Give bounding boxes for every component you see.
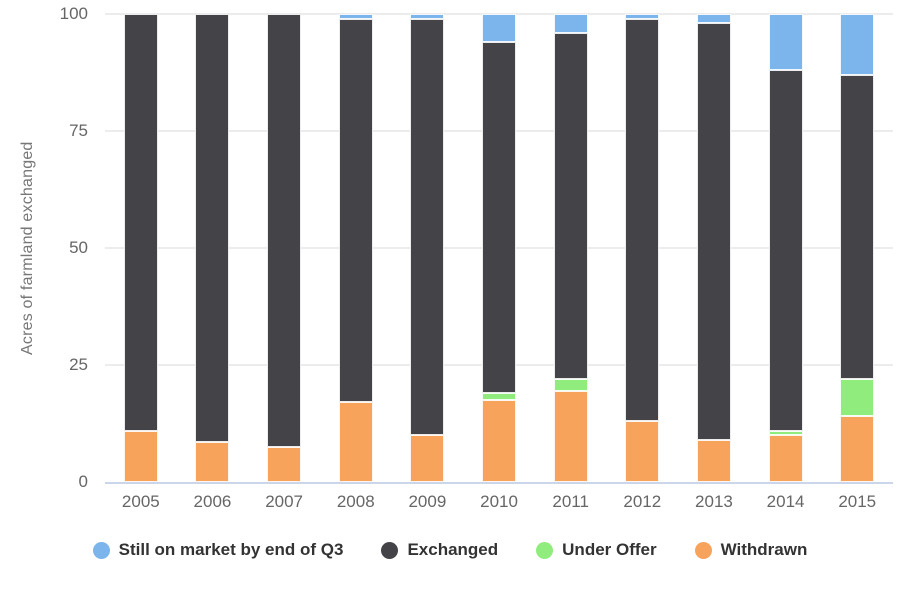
bar-segment-exchanged[interactable] xyxy=(410,18,445,436)
bar-segment-under-offer[interactable] xyxy=(768,430,803,436)
bar-segment-withdrawn[interactable] xyxy=(625,421,660,482)
bar-2008 xyxy=(338,14,373,482)
bar-segment-still-on-market-by-end-of-q3[interactable] xyxy=(625,14,660,19)
bar-column-2008 xyxy=(320,14,392,482)
bar-segment-withdrawn[interactable] xyxy=(123,430,158,482)
bar-segment-under-offer[interactable] xyxy=(553,379,588,391)
bar-2013 xyxy=(696,14,731,482)
bar-segment-still-on-market-by-end-of-q3[interactable] xyxy=(338,14,373,19)
x-tick-label-2005: 2005 xyxy=(121,492,160,511)
bar-segment-exchanged[interactable] xyxy=(840,74,875,380)
bar-2006 xyxy=(195,14,230,482)
bar-segment-exchanged[interactable] xyxy=(768,70,803,431)
bar-segment-still-on-market-by-end-of-q3[interactable] xyxy=(840,14,875,75)
bar-segment-exchanged[interactable] xyxy=(123,14,158,431)
bar-segment-withdrawn[interactable] xyxy=(482,400,517,482)
bar-column-2012 xyxy=(606,14,678,482)
x-tick-label-2015: 2015 xyxy=(838,492,877,511)
bars-container xyxy=(105,14,893,482)
x-tick-label-2008: 2008 xyxy=(336,492,375,511)
bar-segment-withdrawn[interactable] xyxy=(696,439,731,482)
bar-segment-withdrawn[interactable] xyxy=(840,416,875,482)
bar-segment-withdrawn[interactable] xyxy=(768,435,803,482)
bar-segment-withdrawn[interactable] xyxy=(410,435,445,482)
bar-segment-withdrawn[interactable] xyxy=(553,390,588,482)
bar-column-2005 xyxy=(105,14,177,482)
legend-item-withdrawn[interactable]: Withdrawn xyxy=(694,540,808,560)
bar-segment-withdrawn[interactable] xyxy=(338,402,373,482)
legend-marker-withdrawn-icon xyxy=(694,541,712,559)
y-tick-label-0: 0 xyxy=(78,472,88,491)
bar-segment-withdrawn[interactable] xyxy=(267,446,302,482)
y-tick-label-25: 25 xyxy=(69,355,88,374)
bar-segment-exchanged[interactable] xyxy=(195,14,230,443)
bar-segment-exchanged[interactable] xyxy=(696,23,731,440)
legend-marker-under-offer-icon xyxy=(536,541,554,559)
x-tick-label-2009: 2009 xyxy=(408,492,447,511)
x-tick-label-2006: 2006 xyxy=(193,492,232,511)
bar-column-2009 xyxy=(392,14,464,482)
bar-segment-still-on-market-by-end-of-q3[interactable] xyxy=(768,14,803,71)
bar-2012 xyxy=(625,14,660,482)
gridline-100 xyxy=(105,13,893,15)
y-tick-label-50: 50 xyxy=(69,238,88,257)
bar-column-2006 xyxy=(177,14,249,482)
bar-column-2015 xyxy=(821,14,893,482)
legend-item-exchanged[interactable]: Exchanged xyxy=(381,540,498,560)
bar-segment-still-on-market-by-end-of-q3[interactable] xyxy=(696,14,731,24)
plot-area xyxy=(105,13,893,484)
legend-item-under-offer[interactable]: Under Offer xyxy=(536,540,657,560)
x-tick-label-2013: 2013 xyxy=(695,492,733,511)
bar-2011 xyxy=(553,14,588,482)
bar-segment-exchanged[interactable] xyxy=(625,18,660,422)
bar-segment-still-on-market-by-end-of-q3[interactable] xyxy=(410,14,445,19)
legend-label-under-offer: Under Offer xyxy=(562,540,657,559)
y-axis-labels: 0 25 50 75 100 xyxy=(0,4,88,491)
legend: Still on market by end of Q3 Exchanged Und… xyxy=(0,540,900,560)
bar-column-2013 xyxy=(678,14,750,482)
bar-2007 xyxy=(267,14,302,482)
x-tick-label-2010: 2010 xyxy=(480,492,518,511)
x-tick-label-2014: 2014 xyxy=(766,492,805,511)
bar-column-2010 xyxy=(463,14,535,482)
bar-column-2007 xyxy=(248,14,320,482)
bar-2014 xyxy=(768,14,803,482)
legend-marker-still-on-market-by-end-of-q3-icon xyxy=(92,541,110,559)
bar-column-2011 xyxy=(535,14,607,482)
bar-column-2014 xyxy=(750,14,822,482)
bar-segment-under-offer[interactable] xyxy=(840,379,875,417)
bar-segment-exchanged[interactable] xyxy=(482,42,517,394)
y-tick-label-75: 75 xyxy=(69,121,88,140)
x-axis-labels: 2005 2006 2007 2008 2009 2010 2011 2012 2013 2014… xyxy=(105,492,893,512)
bar-segment-still-on-market-by-end-of-q3[interactable] xyxy=(553,14,588,33)
bar-segment-exchanged[interactable] xyxy=(267,14,302,447)
bar-segment-exchanged[interactable] xyxy=(338,18,373,403)
bar-2009 xyxy=(410,14,445,482)
legend-label-still-on-market-by-end-of-q3: Still on market by end of Q3 xyxy=(118,540,344,559)
bar-segment-under-offer[interactable] xyxy=(482,393,517,401)
bar-2010 xyxy=(482,14,517,482)
bar-segment-still-on-market-by-end-of-q3[interactable] xyxy=(482,14,517,43)
x-axis-line xyxy=(105,482,893,484)
bar-segment-withdrawn[interactable] xyxy=(195,442,230,482)
bar-2015 xyxy=(840,14,875,482)
y-tick-label-100: 100 xyxy=(59,4,88,23)
x-tick-label-2011: 2011 xyxy=(552,492,589,511)
bar-2005 xyxy=(123,14,158,482)
x-tick-label-2007: 2007 xyxy=(265,492,304,511)
x-tick-label-2012: 2012 xyxy=(623,492,662,511)
legend-item-still-on-market-by-end-of-q3[interactable]: Still on market by end of Q3 xyxy=(92,540,344,560)
legend-marker-exchanged-icon xyxy=(381,541,399,559)
bar-segment-exchanged[interactable] xyxy=(553,32,588,380)
legend-label-exchanged: Exchanged xyxy=(407,540,499,559)
legend-label-withdrawn: Withdrawn xyxy=(720,540,808,559)
